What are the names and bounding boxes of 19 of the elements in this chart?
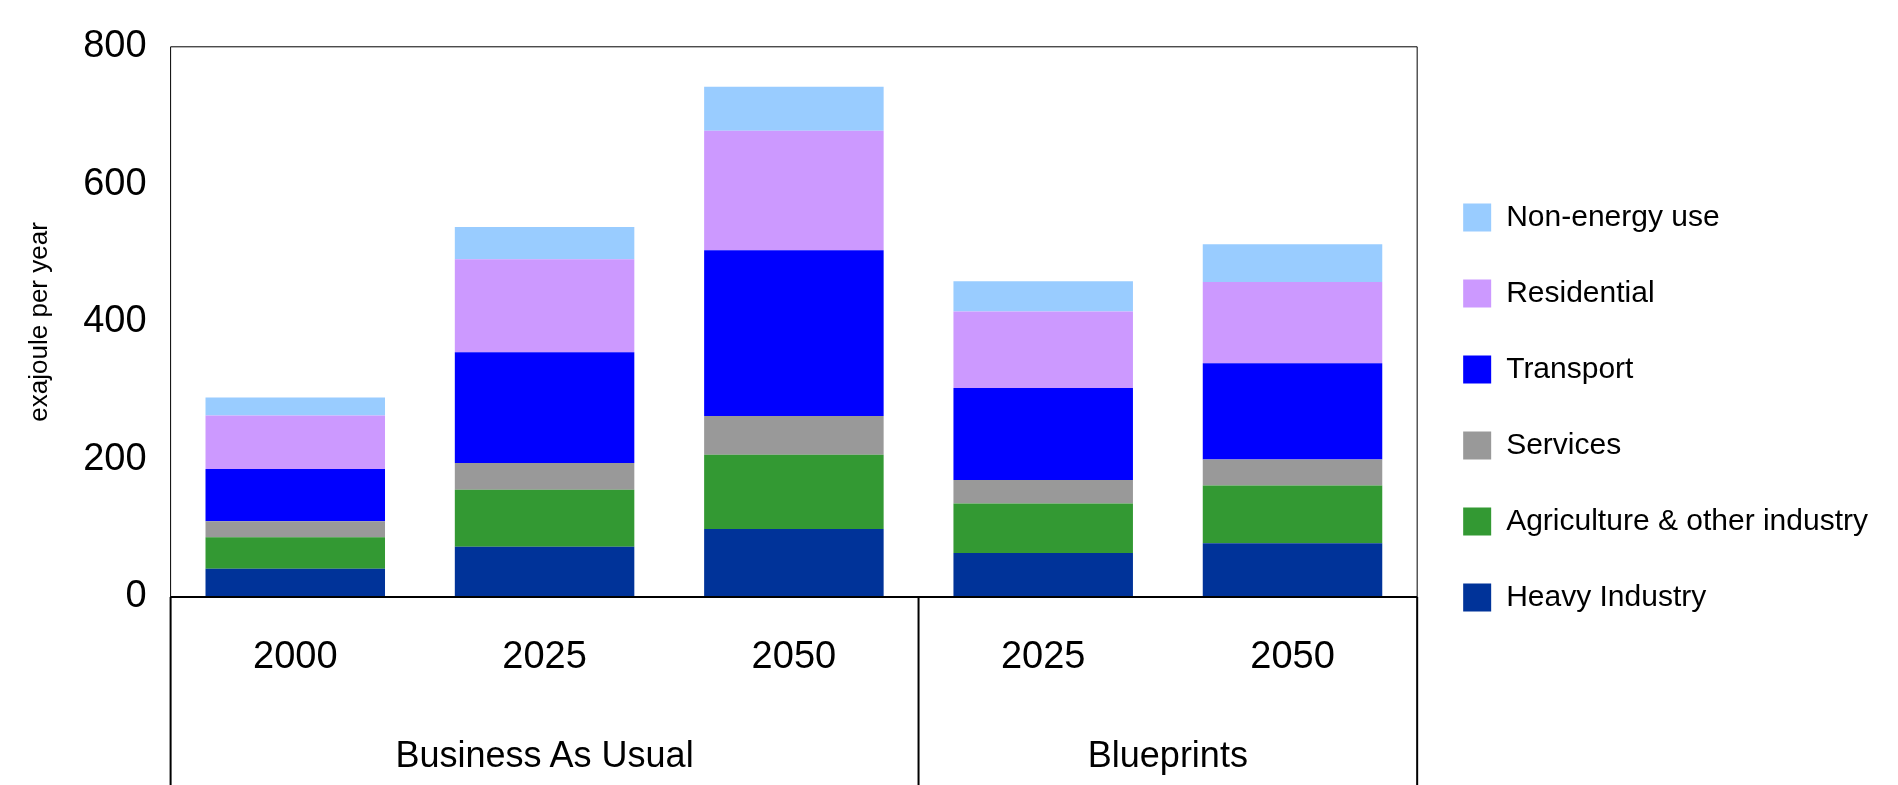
y-tick-label: 0 — [125, 573, 147, 616]
x-tick-label: 2025 — [502, 634, 587, 677]
legend-label: Agriculture & other industry — [1506, 502, 1869, 536]
x-tick-label: 2050 — [751, 634, 837, 677]
x-tick-label: 2000 — [252, 634, 338, 677]
legend-label: Residential — [1506, 274, 1655, 308]
x-tick-label: 2025 — [1000, 634, 1086, 677]
y-tick-label: 600 — [83, 160, 147, 203]
legend-label: Non-energy use — [1506, 198, 1720, 232]
y-tick-label: 200 — [83, 435, 147, 478]
text: Blueprints — [1087, 733, 1248, 775]
y-axis-title: exajoule per year — [22, 221, 53, 422]
legend-label: Transport — [1506, 350, 1635, 384]
legend-label: Heavy Industry — [1506, 578, 1707, 612]
legend-label: Services — [1506, 426, 1622, 460]
y-tick-label: 800 — [83, 23, 147, 66]
x-tick-label: 2050 — [1250, 634, 1335, 677]
text: Business As Usual — [395, 733, 694, 775]
y-tick-label: 400 — [83, 298, 147, 341]
